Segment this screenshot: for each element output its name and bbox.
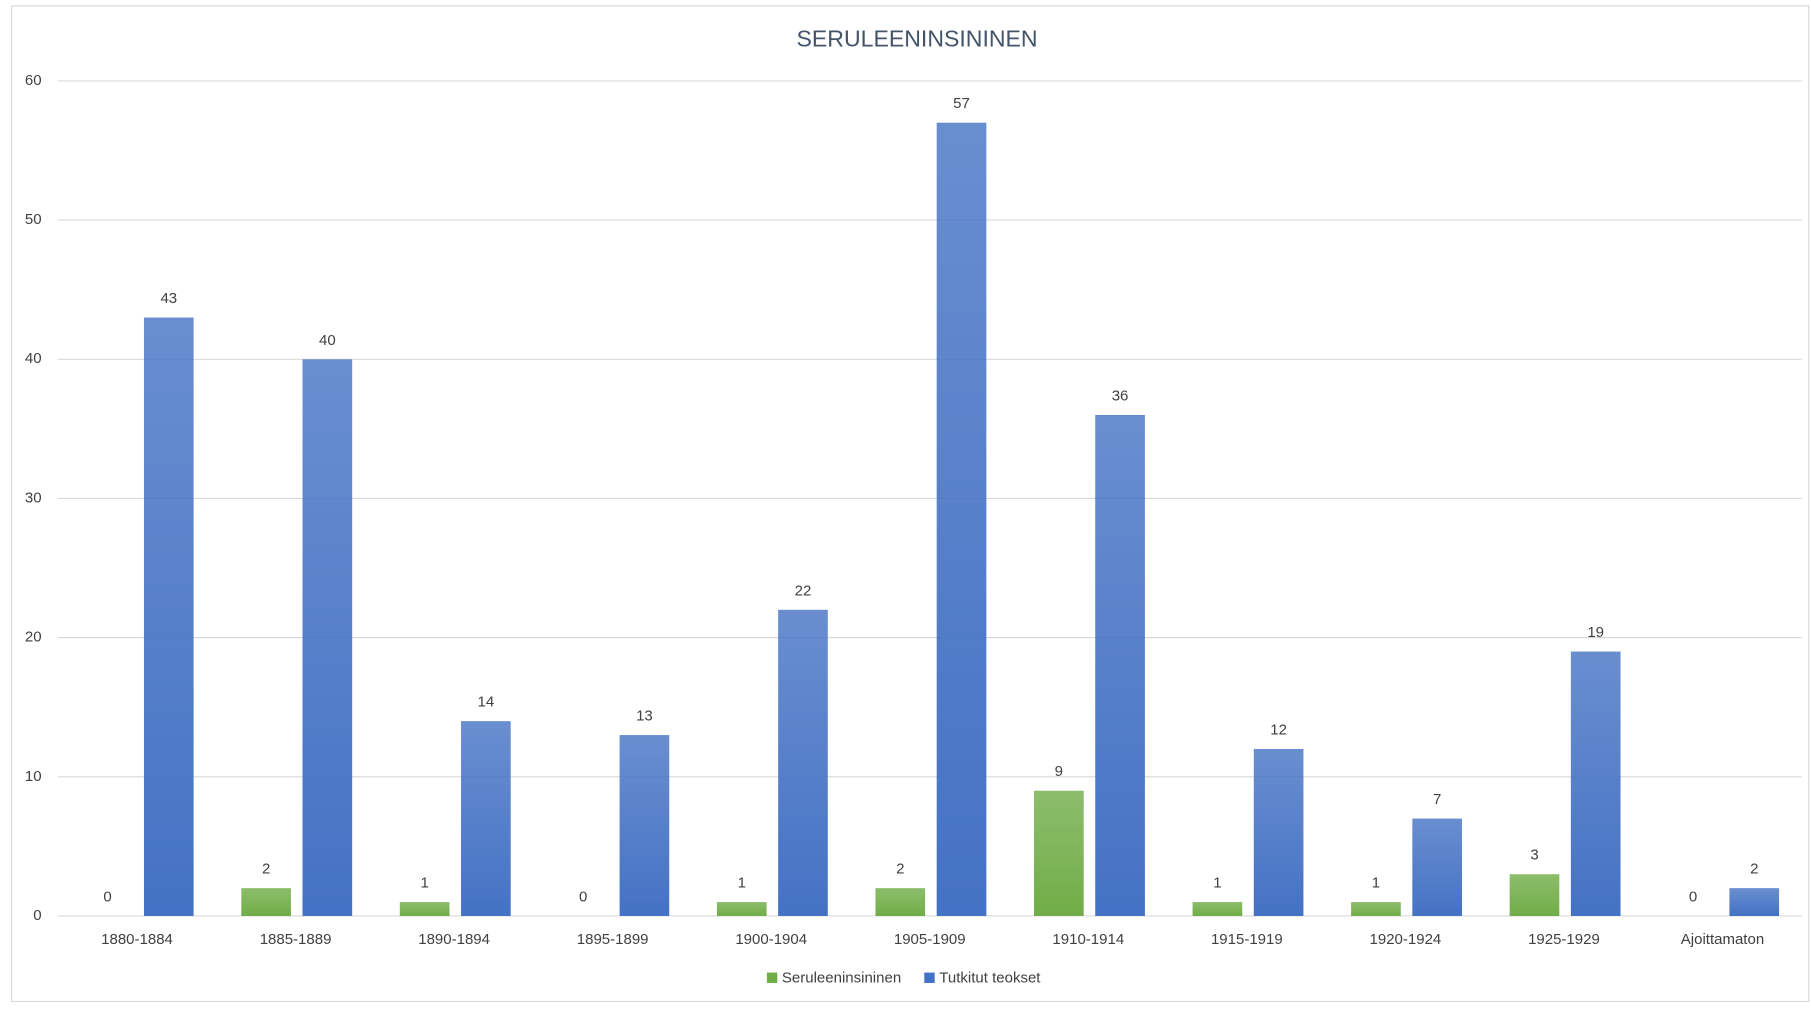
data-label: 0: [103, 888, 111, 905]
x-tick-label: 1920-1924: [1370, 931, 1442, 948]
x-tick-label: 1910-1914: [1052, 931, 1124, 948]
y-tick-label: 50: [25, 211, 42, 228]
data-label: 0: [1689, 888, 1697, 905]
data-label: 19: [1587, 624, 1604, 641]
bar: [1034, 790, 1084, 916]
x-tick-label: 1915-1919: [1211, 931, 1283, 948]
bar: [936, 122, 987, 916]
data-label: 22: [795, 582, 812, 599]
bar: [1192, 902, 1243, 916]
bar: [1253, 748, 1304, 916]
bar: [461, 721, 511, 916]
data-label: 40: [319, 332, 336, 349]
data-label: 7: [1433, 791, 1441, 808]
bar: [143, 317, 194, 916]
chart-title: SERULEENINSININEN: [797, 26, 1038, 52]
x-tick-label: 1895-1899: [577, 931, 649, 948]
data-label: 1: [1213, 875, 1221, 892]
legend-label: Tutkitut teokset: [939, 969, 1041, 986]
data-label: 1: [1372, 875, 1380, 892]
data-label: 43: [160, 290, 177, 307]
bar: [875, 888, 926, 916]
x-tick-label: 1890-1894: [418, 931, 490, 948]
y-tick-label: 60: [25, 72, 42, 89]
bar: [399, 902, 450, 916]
x-tick-label: 1925-1929: [1528, 931, 1600, 948]
x-tick-label: 1905-1909: [894, 931, 966, 948]
y-tick-label: 40: [25, 350, 42, 367]
legend-label: Seruleeninsininen: [782, 969, 901, 986]
bar: [778, 609, 828, 916]
x-tick-label: 1900-1904: [735, 931, 807, 948]
bar: [1095, 414, 1145, 916]
bar: [1412, 818, 1462, 916]
data-label: 13: [636, 708, 653, 725]
x-tick-label: Ajoittamaton: [1681, 931, 1764, 948]
y-tick-label: 0: [33, 907, 41, 924]
legend-swatch: [924, 972, 935, 983]
data-label: 0: [579, 888, 587, 905]
bar: [1351, 902, 1401, 916]
data-label: 57: [953, 95, 970, 112]
y-tick-label: 10: [25, 768, 42, 785]
bar: [302, 359, 353, 916]
y-tick-label: 30: [25, 489, 42, 506]
bar: [619, 735, 670, 916]
x-tick-label: 1880-1884: [101, 931, 173, 948]
x-tick-label: 1885-1889: [260, 931, 332, 948]
bar: [716, 902, 767, 916]
data-label: 14: [478, 694, 495, 711]
bar: [1570, 651, 1621, 916]
bar: [1729, 888, 1780, 916]
data-label: 3: [1530, 847, 1538, 864]
data-label: 2: [262, 861, 270, 878]
data-label: 36: [1112, 387, 1129, 404]
legend-swatch: [766, 972, 778, 983]
data-label: 2: [896, 861, 904, 878]
bar: [241, 888, 291, 916]
y-tick-label: 20: [25, 629, 42, 646]
data-label: 9: [1055, 763, 1063, 780]
data-label: 1: [738, 875, 746, 892]
chart-frame: [10, 5, 1810, 1003]
bar: [1509, 874, 1560, 916]
data-label: 1: [420, 875, 428, 892]
data-label: 2: [1750, 861, 1758, 878]
data-label: 12: [1270, 721, 1287, 738]
